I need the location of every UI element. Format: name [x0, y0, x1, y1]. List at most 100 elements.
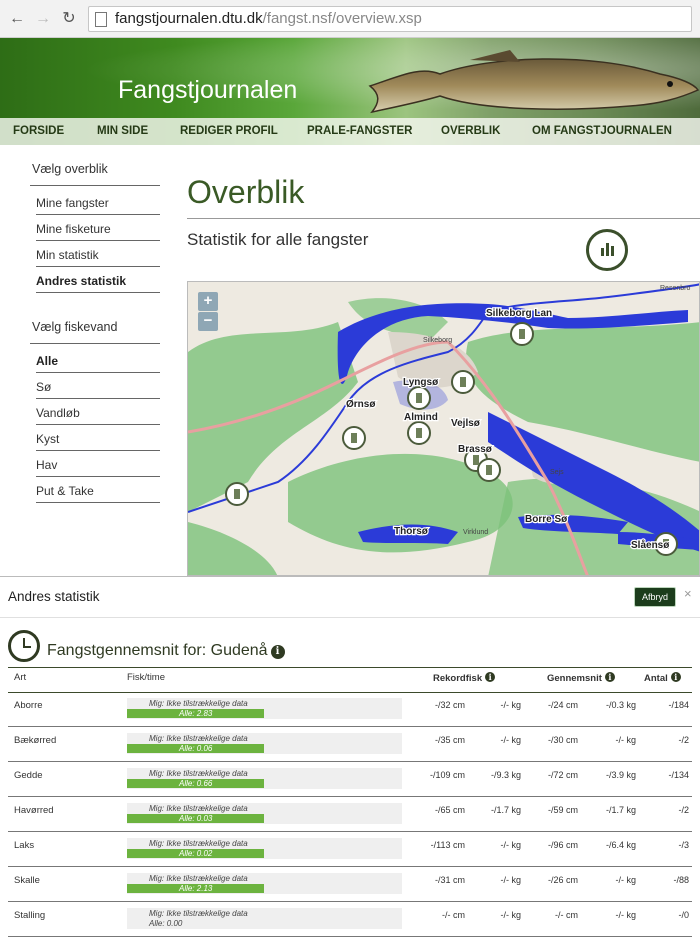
- antal: -/134: [668, 770, 689, 780]
- fisk-time-mig: Mig: Ikke tilstrækkelige data: [149, 874, 248, 883]
- row-divider: [8, 901, 692, 902]
- modal-title: Andres statistik: [8, 589, 100, 604]
- gennemsnit-cm: -/72 cm: [547, 770, 578, 780]
- sidebar-item-mine-fangster[interactable]: Mine fangster: [36, 190, 160, 215]
- sidebar-item-so[interactable]: Sø: [36, 374, 160, 399]
- close-icon[interactable]: ×: [684, 586, 692, 601]
- antal: -/184: [668, 700, 689, 710]
- gennemsnit-kg: -/3.9 kg: [605, 770, 636, 780]
- row-divider: [8, 831, 692, 832]
- gennemsnit-kg: -/- kg: [615, 735, 636, 745]
- heading-divider: [187, 218, 700, 219]
- sidebar-item-andres-statistik[interactable]: Andres statistik: [36, 268, 160, 293]
- rekord-cm: -/31 cm: [434, 875, 465, 885]
- rekord-kg: -/1.7 kg: [490, 805, 521, 815]
- row-art: Skalle: [14, 875, 40, 886]
- map-label-silkeborg-lan: Silkeborg Lan: [486, 308, 552, 319]
- col-antal: Antal i: [644, 672, 681, 684]
- nav-rediger-profil[interactable]: REDIGER PROFIL: [180, 125, 278, 137]
- fisk-time-alle: Alle: 0.06: [179, 744, 213, 753]
- rekord-cm: -/32 cm: [434, 700, 465, 710]
- fisk-time-bar: Mig: Ikke tilstrækkelige data Alle: 0.03: [127, 803, 402, 824]
- map-label-silkeborg-town: Silkeborg: [423, 337, 452, 344]
- map[interactable]: Silkeborg Lan Lyngsø Ørnsø Almind Vejlsø…: [187, 281, 700, 576]
- cancel-button[interactable]: Afbryd: [634, 587, 676, 607]
- page-title: Overblik: [187, 174, 305, 210]
- fisk-time-bar: Mig: Ikke tilstrækkelige data Alle: 0.02: [127, 838, 402, 859]
- statistics-modal: Andres statistik Afbryd × Fangstgennemsn…: [0, 576, 700, 949]
- table-header-top-rule: [8, 667, 692, 668]
- sidebar-item-hav[interactable]: Hav: [36, 452, 160, 477]
- rekord-cm: -/113 cm: [430, 840, 465, 850]
- sidebar-item-alle[interactable]: Alle: [36, 348, 160, 373]
- reload-icon[interactable]: ↻: [62, 10, 76, 27]
- map-label-sejs: Sejs: [550, 469, 564, 476]
- back-icon[interactable]: ←: [9, 10, 25, 27]
- col-gennemsnit: Gennemsnit i: [547, 672, 615, 684]
- rekord-cm: -/109 cm: [429, 770, 465, 780]
- zoom-in-button[interactable]: +: [198, 292, 218, 311]
- map-label-virklund: Virklund: [463, 529, 488, 536]
- row-art: Bækørred: [14, 735, 57, 746]
- sidebar-water-title: Vælg fiskevand: [32, 320, 118, 334]
- url-text: fangstjournalen.dtu.dk/fangst.nsf/overvi…: [115, 10, 422, 27]
- antal: -/2: [678, 735, 689, 745]
- sidebar-item-min-statistik[interactable]: Min statistik: [36, 242, 160, 267]
- fisk-time-fill: [127, 709, 264, 718]
- row-divider: [8, 936, 692, 937]
- statistics-chart-icon[interactable]: [586, 229, 628, 271]
- col-rekordfisk: Rekordfisk i: [433, 672, 496, 684]
- row-art: Havørred: [14, 805, 54, 816]
- nav-min-side[interactable]: MIN SIDE: [97, 125, 149, 137]
- info-icon[interactable]: i: [270, 645, 285, 659]
- nav-forside[interactable]: FORSIDE: [13, 125, 65, 137]
- sidebar-item-vandlob[interactable]: Vandløb: [36, 400, 160, 425]
- sidebar-item-kyst[interactable]: Kyst: [36, 426, 160, 451]
- rekord-kg: -/- kg: [500, 875, 521, 885]
- fisk-time-fill: [127, 779, 264, 788]
- gennemsnit-cm: -/26 cm: [547, 875, 578, 885]
- row-divider: [8, 796, 692, 797]
- map-label-resenbro: Resenbro: [660, 285, 690, 292]
- fisk-time-mig: Mig: Ikke tilstrækkelige data: [149, 734, 248, 743]
- rekord-kg: -/- kg: [500, 735, 521, 745]
- rekord-kg: -/- kg: [500, 700, 521, 710]
- gennemsnit-cm: -/30 cm: [547, 735, 578, 745]
- gennemsnit-cm: -/96 cm: [547, 840, 578, 850]
- sidebar-item-put-take[interactable]: Put & Take: [36, 478, 160, 503]
- browser-toolbar: ← → ↻ fangstjournalen.dtu.dk/fangst.nsf/…: [0, 0, 700, 38]
- map-label-ornso: Ørnsø: [346, 399, 376, 410]
- row-art: Gedde: [14, 770, 43, 781]
- info-icon[interactable]: i: [670, 672, 681, 682]
- sidebar-item-mine-fisketure[interactable]: Mine fisketure: [36, 216, 160, 241]
- fisk-time-fill: [127, 849, 264, 858]
- col-rekordfisk-label: Rekordfisk: [433, 673, 483, 684]
- col-antal-label: Antal: [644, 673, 668, 684]
- trout-icon: [368, 50, 700, 114]
- forward-icon[interactable]: →: [35, 10, 51, 27]
- page-icon: [95, 12, 107, 27]
- fisk-time-fill: [127, 814, 264, 823]
- gennemsnit-kg: -/1.7 kg: [605, 805, 636, 815]
- address-bar[interactable]: fangstjournalen.dtu.dk/fangst.nsf/overvi…: [88, 6, 692, 32]
- map-zoom-controls: + −: [198, 292, 218, 332]
- modal-heading: Fangstgennemsnit for: Gudenå i: [47, 642, 285, 660]
- fisk-time-bar: Mig: Ikke tilstrækkelige data Alle: 0.06: [127, 733, 402, 754]
- site-title: Fangstjournalen: [118, 76, 298, 104]
- nav-overblik[interactable]: OVERBLIK: [441, 125, 501, 137]
- rekord-kg: -/- kg: [500, 840, 521, 850]
- rekord-cm: -/65 cm: [434, 805, 465, 815]
- fisk-time-bar: Mig: Ikke tilstrækkelige data Alle: 0.00: [127, 908, 402, 929]
- gennemsnit-kg: -/6.4 kg: [605, 840, 636, 850]
- zoom-out-button[interactable]: −: [198, 312, 218, 331]
- gennemsnit-kg: -/0.3 kg: [605, 700, 636, 710]
- info-icon[interactable]: i: [604, 672, 615, 682]
- info-icon[interactable]: i: [485, 672, 496, 682]
- fisk-time-mig: Mig: Ikke tilstrækkelige data: [149, 769, 248, 778]
- nav-om-fangstjournalen[interactable]: OM FANGSTJOURNALEN: [532, 125, 672, 137]
- sidebar-divider: [30, 185, 160, 186]
- nav-prale-fangster[interactable]: PRALE-FANGSTER: [307, 125, 413, 137]
- gennemsnit-cm: -/24 cm: [547, 700, 578, 710]
- map-label-brasso: Brassø: [458, 444, 493, 455]
